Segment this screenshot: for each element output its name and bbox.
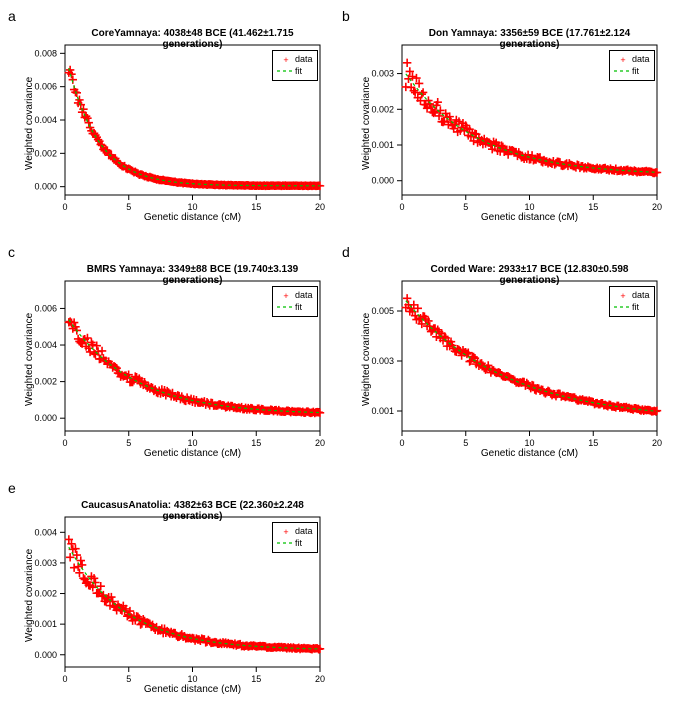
svg-text:0.006: 0.006 <box>34 82 57 92</box>
svg-text:5: 5 <box>463 202 468 212</box>
xlabel-a: Genetic distance (cM) <box>65 212 320 223</box>
svg-text:0.003: 0.003 <box>371 356 394 366</box>
legend-a: +data fit <box>272 50 318 81</box>
svg-text:20: 20 <box>652 202 662 212</box>
svg-text:0.004: 0.004 <box>34 527 57 537</box>
svg-text:20: 20 <box>315 202 325 212</box>
ylabel-e: Weighted covariance <box>24 549 35 642</box>
data-series <box>65 66 325 190</box>
svg-text:0.004: 0.004 <box>34 340 57 350</box>
svg-text:10: 10 <box>524 202 534 212</box>
svg-text:0: 0 <box>62 674 67 684</box>
svg-text:0.006: 0.006 <box>34 303 57 313</box>
svg-text:0: 0 <box>62 438 67 448</box>
svg-text:0.001: 0.001 <box>371 140 394 150</box>
svg-text:0.002: 0.002 <box>34 589 57 599</box>
line-icon <box>614 66 632 78</box>
legend-data-row: +data <box>277 53 313 65</box>
svg-text:15: 15 <box>588 438 598 448</box>
svg-text:0.000: 0.000 <box>34 182 57 192</box>
svg-text:0.000: 0.000 <box>371 176 394 186</box>
plus-icon: + <box>277 290 295 302</box>
svg-text:0.001: 0.001 <box>34 619 57 629</box>
legend-fit-row: fit <box>277 65 313 77</box>
svg-text:0.002: 0.002 <box>34 377 57 387</box>
plus-icon: + <box>277 54 295 66</box>
legend-fit-label: fit <box>295 66 302 76</box>
line-icon <box>277 66 295 78</box>
svg-text:5: 5 <box>463 438 468 448</box>
svg-text:0.000: 0.000 <box>34 650 57 660</box>
svg-text:0.005: 0.005 <box>371 306 394 316</box>
svg-text:20: 20 <box>315 674 325 684</box>
ylabel-a: Weighted covariance <box>24 77 35 170</box>
svg-text:0.003: 0.003 <box>34 558 57 568</box>
svg-text:0.002: 0.002 <box>34 148 57 158</box>
panel-letter-e: e <box>8 480 16 496</box>
xlabel-c: Genetic distance (cM) <box>65 448 320 459</box>
plus-icon: + <box>614 54 632 66</box>
legend-b: +data fit <box>609 50 655 81</box>
plus-icon: + <box>277 526 295 538</box>
svg-text:0.002: 0.002 <box>371 104 394 114</box>
svg-text:0: 0 <box>399 438 404 448</box>
legend-d: +data fit <box>609 286 655 317</box>
svg-text:5: 5 <box>126 674 131 684</box>
xlabel-d: Genetic distance (cM) <box>402 448 657 459</box>
svg-text:15: 15 <box>588 202 598 212</box>
xlabel-b: Genetic distance (cM) <box>402 212 657 223</box>
fit-line <box>69 68 320 186</box>
panel-letter-a: a <box>8 8 16 24</box>
line-icon <box>277 538 295 550</box>
svg-text:0: 0 <box>399 202 404 212</box>
svg-text:10: 10 <box>187 202 197 212</box>
svg-text:0.008: 0.008 <box>34 48 57 58</box>
legend-e: +data fit <box>272 522 318 553</box>
svg-text:0.004: 0.004 <box>34 115 57 125</box>
line-icon <box>614 302 632 314</box>
svg-text:5: 5 <box>126 202 131 212</box>
ylabel-c: Weighted covariance <box>24 313 35 406</box>
svg-text:15: 15 <box>251 438 261 448</box>
fit-line <box>406 301 657 412</box>
legend-data-label: data <box>295 54 313 64</box>
svg-text:10: 10 <box>524 438 534 448</box>
svg-text:0.001: 0.001 <box>371 406 394 416</box>
ylabel-d: Weighted covariance <box>361 313 372 406</box>
line-icon <box>277 302 295 314</box>
svg-text:15: 15 <box>251 202 261 212</box>
svg-text:10: 10 <box>187 674 197 684</box>
svg-text:15: 15 <box>251 674 261 684</box>
svg-text:5: 5 <box>126 438 131 448</box>
svg-text:0.003: 0.003 <box>371 69 394 79</box>
data-series <box>65 317 325 417</box>
figure-root: a CoreYamnaya: 4038±48 BCE (41.462±1.715… <box>0 0 676 719</box>
svg-text:20: 20 <box>652 438 662 448</box>
svg-text:0: 0 <box>62 202 67 212</box>
svg-text:0.000: 0.000 <box>34 413 57 423</box>
plus-icon: + <box>614 290 632 302</box>
panel-letter-b: b <box>342 8 350 24</box>
svg-text:20: 20 <box>315 438 325 448</box>
svg-text:10: 10 <box>187 438 197 448</box>
panel-letter-c: c <box>8 244 15 260</box>
xlabel-e: Genetic distance (cM) <box>65 684 320 695</box>
ylabel-b: Weighted covariance <box>361 77 372 170</box>
panel-letter-d: d <box>342 244 350 260</box>
legend-c: +data fit <box>272 286 318 317</box>
